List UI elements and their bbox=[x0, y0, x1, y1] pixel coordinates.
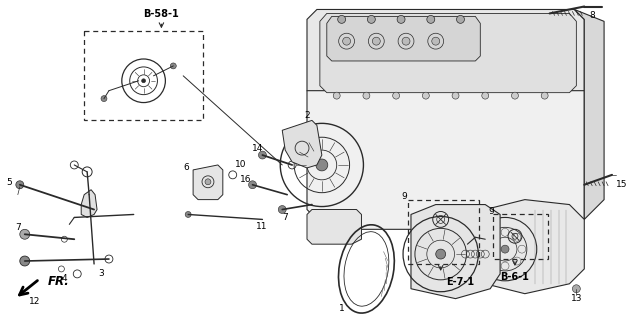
Polygon shape bbox=[307, 91, 584, 229]
Text: 4: 4 bbox=[61, 274, 67, 283]
Circle shape bbox=[338, 15, 345, 23]
Text: 2: 2 bbox=[304, 111, 310, 120]
Text: 15: 15 bbox=[616, 180, 627, 189]
Circle shape bbox=[393, 92, 399, 99]
Text: 10: 10 bbox=[234, 160, 246, 170]
Circle shape bbox=[171, 63, 176, 69]
Text: 1: 1 bbox=[339, 304, 344, 313]
Circle shape bbox=[427, 15, 435, 23]
Bar bbox=[84, 31, 203, 120]
Circle shape bbox=[333, 92, 340, 99]
Polygon shape bbox=[82, 190, 97, 217]
Text: 3: 3 bbox=[98, 269, 104, 278]
Circle shape bbox=[248, 181, 256, 189]
Text: FR.: FR. bbox=[48, 275, 70, 288]
Text: 12: 12 bbox=[29, 297, 40, 306]
Circle shape bbox=[541, 92, 548, 99]
Text: 9: 9 bbox=[401, 192, 407, 201]
Text: 7: 7 bbox=[282, 213, 288, 222]
Text: B-6-1: B-6-1 bbox=[500, 272, 529, 282]
Polygon shape bbox=[574, 10, 604, 220]
Text: E-7-1: E-7-1 bbox=[446, 277, 474, 287]
Text: 5: 5 bbox=[6, 178, 12, 187]
Circle shape bbox=[452, 92, 459, 99]
Circle shape bbox=[463, 240, 472, 248]
Circle shape bbox=[423, 92, 429, 99]
Circle shape bbox=[278, 205, 286, 213]
Polygon shape bbox=[320, 13, 576, 93]
Circle shape bbox=[436, 249, 446, 259]
Polygon shape bbox=[411, 204, 500, 299]
Circle shape bbox=[372, 37, 380, 45]
Polygon shape bbox=[307, 10, 584, 100]
Circle shape bbox=[482, 92, 488, 99]
Circle shape bbox=[402, 37, 410, 45]
Text: 7: 7 bbox=[15, 223, 21, 232]
Circle shape bbox=[432, 37, 440, 45]
Circle shape bbox=[342, 37, 350, 45]
Text: 11: 11 bbox=[255, 222, 267, 231]
Circle shape bbox=[363, 92, 370, 99]
Text: 14: 14 bbox=[252, 144, 263, 153]
Polygon shape bbox=[282, 120, 322, 168]
Circle shape bbox=[456, 15, 465, 23]
Circle shape bbox=[397, 15, 405, 23]
Text: 8: 8 bbox=[589, 11, 595, 20]
Circle shape bbox=[316, 159, 328, 171]
Circle shape bbox=[501, 245, 509, 253]
Circle shape bbox=[101, 96, 107, 101]
Circle shape bbox=[20, 229, 29, 239]
Circle shape bbox=[258, 151, 266, 159]
Circle shape bbox=[512, 92, 519, 99]
Polygon shape bbox=[193, 165, 223, 200]
Text: B-58-1: B-58-1 bbox=[144, 9, 179, 20]
Bar bbox=[408, 200, 479, 264]
Text: 16: 16 bbox=[240, 175, 251, 184]
Polygon shape bbox=[485, 200, 584, 294]
Polygon shape bbox=[307, 210, 361, 244]
Bar bbox=[493, 214, 547, 259]
Text: 6: 6 bbox=[183, 164, 189, 172]
Text: 9: 9 bbox=[488, 207, 494, 216]
Circle shape bbox=[142, 79, 145, 83]
Circle shape bbox=[185, 212, 191, 217]
Polygon shape bbox=[327, 16, 480, 61]
Text: 13: 13 bbox=[571, 294, 582, 303]
Circle shape bbox=[367, 15, 376, 23]
Circle shape bbox=[572, 285, 581, 293]
Circle shape bbox=[20, 256, 29, 266]
Circle shape bbox=[205, 179, 211, 185]
Circle shape bbox=[16, 181, 24, 189]
